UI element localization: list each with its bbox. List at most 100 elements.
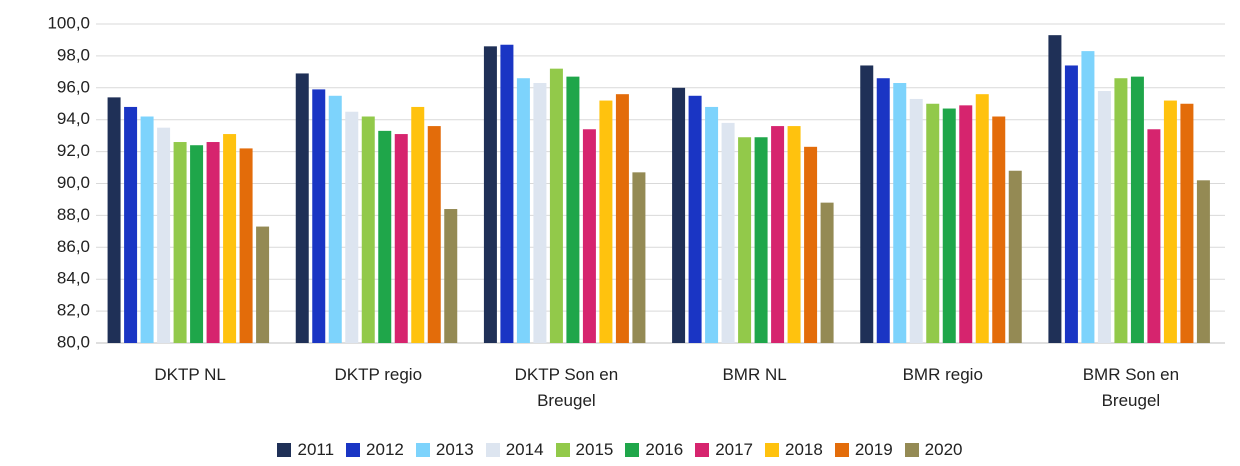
- legend-label: 2011: [297, 440, 334, 460]
- y-tick-label: 90,0: [57, 173, 90, 192]
- bar: [108, 97, 121, 343]
- legend-swatch: [486, 443, 500, 457]
- bar: [804, 147, 817, 343]
- bar: [926, 104, 939, 343]
- bar: [223, 134, 236, 343]
- y-tick-label: 82,0: [57, 301, 90, 320]
- bar: [124, 107, 137, 343]
- bar: [378, 131, 391, 343]
- legend-label: 2020: [925, 440, 963, 460]
- bar: [500, 45, 513, 343]
- bar: [992, 117, 1005, 343]
- legend-swatch: [346, 443, 360, 457]
- bar: [910, 99, 923, 343]
- bar: [1009, 171, 1022, 343]
- bar: [141, 117, 154, 343]
- bar: [738, 137, 751, 343]
- legend: 2011 2012 2013 2014 2015 2016 2017 2018 2019 2020: [0, 440, 1240, 460]
- bar: [428, 126, 441, 343]
- bar: [722, 123, 735, 343]
- bar: [256, 227, 269, 343]
- bar: [632, 172, 645, 343]
- legend-label: 2017: [715, 440, 753, 460]
- legend-item: 2017: [695, 440, 753, 460]
- bar: [1114, 78, 1127, 343]
- bar: [1098, 91, 1111, 343]
- bar: [312, 89, 325, 343]
- legend-swatch: [625, 443, 639, 457]
- bar: [959, 105, 972, 343]
- page: 80,082,084,086,088,090,092,094,096,098,0…: [0, 0, 1240, 466]
- bar: [860, 65, 873, 343]
- bar: [296, 73, 309, 343]
- bar: [893, 83, 906, 343]
- legend-swatch: [695, 443, 709, 457]
- bar: [345, 112, 358, 343]
- legend-label: 2015: [576, 440, 614, 460]
- bar: [1164, 101, 1177, 343]
- x-tick-label: DKTP regio: [308, 362, 448, 388]
- bar: [444, 209, 457, 343]
- bar: [411, 107, 424, 343]
- bar: [705, 107, 718, 343]
- x-tick-label: BMR NL: [685, 362, 825, 388]
- legend-label: 2014: [506, 440, 544, 460]
- legend-item: 2012: [346, 440, 404, 460]
- bar: [821, 203, 834, 343]
- bar: [599, 101, 612, 343]
- legend-swatch: [416, 443, 430, 457]
- y-tick-label: 94,0: [57, 109, 90, 128]
- y-tick-label: 96,0: [57, 77, 90, 96]
- bar: [616, 94, 629, 343]
- bar: [240, 148, 253, 343]
- bar: [550, 69, 563, 343]
- bar: [877, 78, 890, 343]
- legend-label: 2012: [366, 440, 404, 460]
- x-tick-label: BMR regio: [873, 362, 1013, 388]
- bar: [329, 96, 342, 343]
- y-tick-label: 98,0: [57, 45, 90, 64]
- legend-item: 2015: [556, 440, 614, 460]
- x-tick-label: BMR Son en Breugel: [1061, 362, 1201, 414]
- legend-item: 2013: [416, 440, 474, 460]
- bar: [566, 77, 579, 343]
- legend-swatch: [277, 443, 291, 457]
- bar: [484, 46, 497, 343]
- bar: [190, 145, 203, 343]
- legend-item: 2020: [905, 440, 963, 460]
- bar: [362, 117, 375, 343]
- legend-item: 2016: [625, 440, 683, 460]
- y-tick-label: 84,0: [57, 269, 90, 288]
- legend-item: 2014: [486, 440, 544, 460]
- bar: [976, 94, 989, 343]
- bar: [517, 78, 530, 343]
- legend-swatch: [556, 443, 570, 457]
- bar: [395, 134, 408, 343]
- legend-swatch: [835, 443, 849, 457]
- y-tick-label: 88,0: [57, 205, 90, 224]
- bar: [533, 83, 546, 343]
- bar: [1081, 51, 1094, 343]
- y-tick-label: 92,0: [57, 141, 90, 160]
- y-tick-label: 100,0: [47, 13, 90, 32]
- legend-item: 2018: [765, 440, 823, 460]
- bar: [1131, 77, 1144, 343]
- bar: [943, 109, 956, 343]
- legend-label: 2018: [785, 440, 823, 460]
- bar: [755, 137, 768, 343]
- bar: [157, 128, 170, 343]
- bar: [689, 96, 702, 343]
- legend-swatch: [765, 443, 779, 457]
- bar: [174, 142, 187, 343]
- legend-label: 2019: [855, 440, 893, 460]
- bar: [207, 142, 220, 343]
- bar: [672, 88, 685, 343]
- bar: [1048, 35, 1061, 343]
- bar: [788, 126, 801, 343]
- x-tick-label: DKTP Son en Breugel: [496, 362, 636, 414]
- legend-item: 2011: [277, 440, 334, 460]
- y-tick-label: 86,0: [57, 237, 90, 256]
- legend-item: 2019: [835, 440, 893, 460]
- bar: [1065, 65, 1078, 343]
- legend-label: 2013: [436, 440, 474, 460]
